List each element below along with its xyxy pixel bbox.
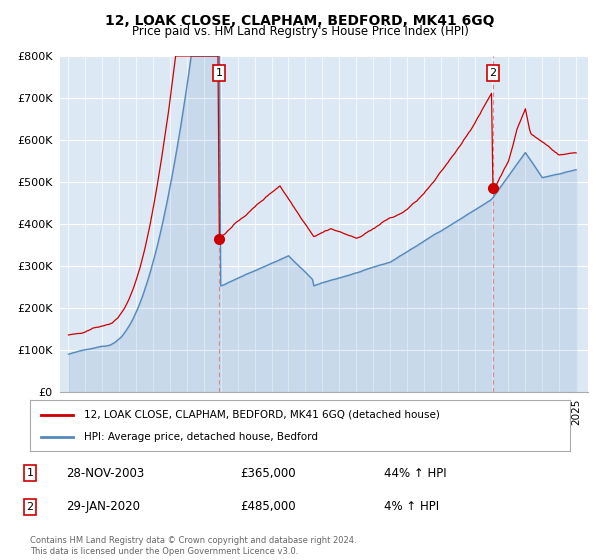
Text: 12, LOAK CLOSE, CLAPHAM, BEDFORD, MK41 6GQ: 12, LOAK CLOSE, CLAPHAM, BEDFORD, MK41 6… (105, 14, 495, 28)
Text: 2: 2 (490, 68, 496, 78)
Text: 44% ↑ HPI: 44% ↑ HPI (384, 466, 446, 480)
Text: £365,000: £365,000 (240, 466, 296, 480)
Text: 29-JAN-2020: 29-JAN-2020 (66, 500, 140, 514)
Text: 4% ↑ HPI: 4% ↑ HPI (384, 500, 439, 514)
Text: 28-NOV-2003: 28-NOV-2003 (66, 466, 144, 480)
Text: 12, LOAK CLOSE, CLAPHAM, BEDFORD, MK41 6GQ (detached house): 12, LOAK CLOSE, CLAPHAM, BEDFORD, MK41 6… (84, 409, 440, 419)
Text: HPI: Average price, detached house, Bedford: HPI: Average price, detached house, Bedf… (84, 432, 318, 442)
Text: 2: 2 (26, 502, 34, 512)
Text: Contains HM Land Registry data © Crown copyright and database right 2024.
This d: Contains HM Land Registry data © Crown c… (30, 536, 356, 556)
Text: 1: 1 (215, 68, 223, 78)
Text: 1: 1 (26, 468, 34, 478)
Text: Price paid vs. HM Land Registry's House Price Index (HPI): Price paid vs. HM Land Registry's House … (131, 25, 469, 38)
Text: £485,000: £485,000 (240, 500, 296, 514)
